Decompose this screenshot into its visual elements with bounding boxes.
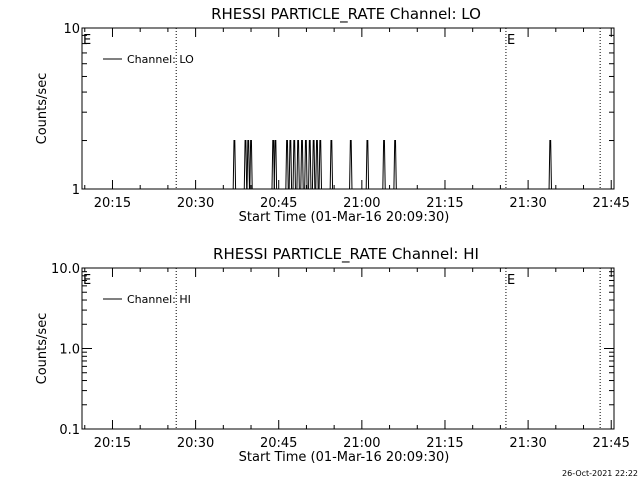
x-tick-label: 20:15 bbox=[94, 196, 131, 211]
x-tick-label: 21:00 bbox=[343, 436, 380, 451]
data-spike bbox=[311, 140, 316, 190]
x-tick-label: 21:45 bbox=[592, 196, 629, 211]
data-spike bbox=[249, 140, 253, 190]
plot-frame bbox=[81, 27, 615, 190]
data-spike bbox=[315, 140, 319, 190]
data-spike bbox=[273, 140, 278, 190]
data-spike bbox=[246, 140, 250, 190]
y-tick-label: 1.0 bbox=[59, 343, 80, 358]
x-tick-label: 21:15 bbox=[426, 196, 463, 211]
data-spike bbox=[308, 140, 312, 190]
left-e-marker: E bbox=[83, 273, 91, 288]
data-spike bbox=[548, 140, 552, 190]
x-tick-label: 21:30 bbox=[509, 436, 546, 451]
chart-panel-1: RHESSI PARTICLE_RATE Channel: LO 1 10 20:15… bbox=[35, 5, 630, 225]
data-spike bbox=[285, 140, 289, 190]
data-spike bbox=[292, 140, 296, 190]
data-spike bbox=[382, 140, 386, 190]
y-tick-label: 10.0 bbox=[51, 262, 80, 277]
x-tick-label: 21:45 bbox=[592, 436, 629, 451]
x-tick-label: 21:30 bbox=[509, 196, 546, 211]
data-spike bbox=[232, 140, 237, 190]
data-spike bbox=[243, 140, 248, 190]
y-axis-label: Counts/sec bbox=[35, 73, 50, 145]
x-tick-label: 20:15 bbox=[94, 436, 131, 451]
y-tick-label: 0.1 bbox=[59, 423, 80, 438]
chart-title: RHESSI PARTICLE_RATE Channel: LO bbox=[211, 5, 481, 24]
data-spike bbox=[300, 140, 304, 190]
timestamp-footer: 26-Oct-2021 22:22 bbox=[562, 469, 638, 478]
x-tick-label: 20:45 bbox=[260, 436, 297, 451]
y-tick-label: 10 bbox=[63, 22, 80, 37]
x-axis-label: Start Time (01-Mar-16 20:09:30) bbox=[239, 450, 450, 465]
chart-title: RHESSI PARTICLE_RATE Channel: HI bbox=[213, 245, 479, 264]
data-spike bbox=[318, 140, 322, 190]
chart-panel-2: RHESSI PARTICLE_RATE Channel: HI 0.1 1.0 10… bbox=[35, 245, 630, 465]
data-spike bbox=[349, 140, 353, 190]
data-spike bbox=[393, 140, 397, 190]
data-spike bbox=[329, 140, 334, 190]
data-spike bbox=[304, 140, 308, 190]
x-tick-label: 20:30 bbox=[177, 436, 214, 451]
x-axis-label: Start Time (01-Mar-16 20:09:30) bbox=[239, 210, 450, 225]
x-tick-label: 20:45 bbox=[260, 196, 297, 211]
x-tick-label: 21:00 bbox=[343, 196, 380, 211]
y-tick-label: 1 bbox=[72, 183, 80, 198]
legend-label: Channel: LO bbox=[127, 53, 194, 66]
vertical-marker-label: E bbox=[507, 273, 515, 288]
x-tick-label: 21:15 bbox=[426, 436, 463, 451]
data-spike bbox=[271, 140, 275, 190]
data-spike bbox=[365, 140, 370, 190]
legend-label: Channel: HI bbox=[127, 293, 191, 306]
y-axis-label: Counts/sec bbox=[35, 313, 50, 385]
vertical-marker-label: E bbox=[507, 33, 515, 48]
left-e-marker: E bbox=[83, 33, 91, 48]
x-tick-label: 20:30 bbox=[177, 196, 214, 211]
data-spike bbox=[288, 140, 293, 190]
data-spike bbox=[296, 140, 300, 190]
